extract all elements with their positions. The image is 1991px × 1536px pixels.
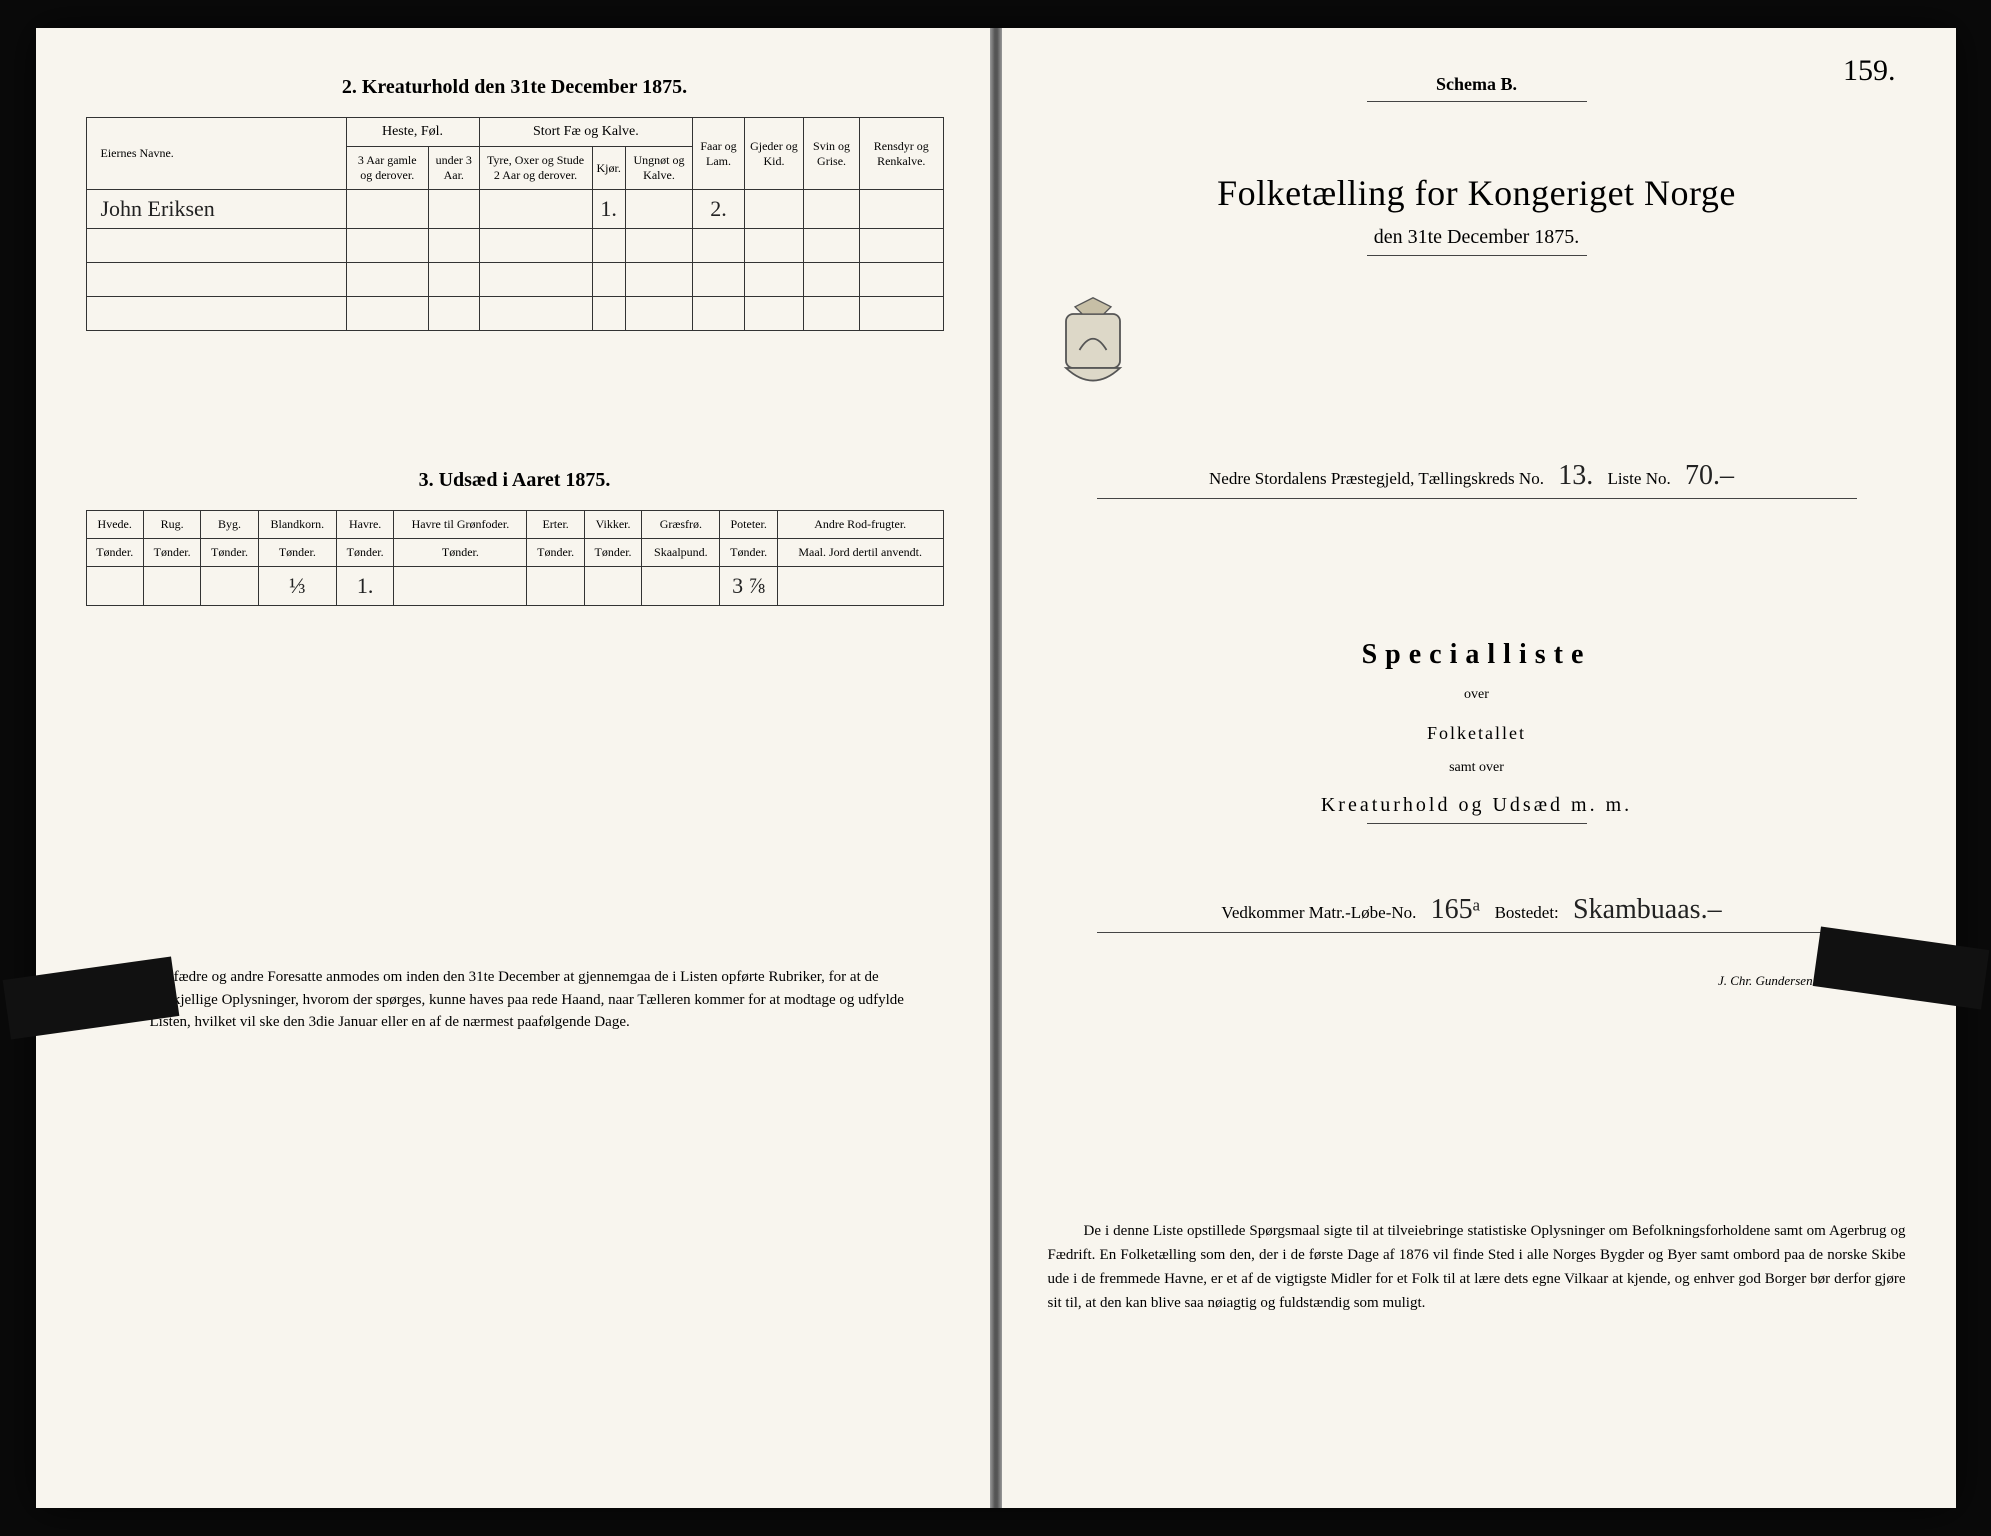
page-number: 159. — [1843, 54, 1896, 88]
grp-stort: Stort Fæ og Kalve. — [479, 118, 693, 147]
udsaed-table: Hvede. Rug. Byg. Blandkorn. Havre. Havre… — [86, 510, 944, 606]
col-s2: Kjør. — [592, 147, 625, 190]
book-spine — [990, 28, 1002, 1508]
rule — [1367, 101, 1587, 102]
table-row: ⅓ 1. 3 ⅞ — [86, 567, 943, 606]
table-row — [86, 263, 943, 297]
left-page: 2. Kreaturhold den 31te December 1875. E… — [36, 28, 996, 1508]
col-h2: under 3 Aar. — [428, 147, 479, 190]
rule — [1367, 823, 1587, 824]
parish-prefix: Nedre Stordalens Præstegjeld, Tællingskr… — [1209, 469, 1544, 488]
open-book: 2. Kreaturhold den 31te December 1875. E… — [36, 28, 1956, 1508]
col-s3: Ungnøt og Kalve. — [625, 147, 692, 190]
u4: Tønder. — [258, 539, 336, 567]
matr-label: Vedkommer Matr.-Løbe-No. — [1221, 903, 1416, 922]
rule — [1367, 255, 1587, 256]
footnote-text: Husfædre og andre Foresatte anmodes om i… — [150, 966, 944, 1034]
u8: Tønder. — [584, 539, 641, 567]
census-title: Folketælling for Kongeriget Norge — [1048, 172, 1906, 214]
u7: Tønder. — [527, 539, 584, 567]
table-row: John Eriksen 1. 2. — [86, 190, 943, 229]
c-andre: Andre Rod-frugter. — [777, 511, 943, 539]
right-page: 159. Schema B. Folketælling for Kongerig… — [996, 28, 1956, 1508]
u10: Tønder. — [720, 539, 777, 567]
u11: Maal. Jord dertil anvendt. — [777, 539, 943, 567]
c-bland: Blandkorn. — [258, 511, 336, 539]
owner-name: John Eriksen — [86, 190, 346, 229]
c-havre: Havre. — [336, 511, 393, 539]
rule — [1097, 932, 1857, 933]
col-s1: Tyre, Oxer og Stude 2 Aar og derover. — [479, 147, 592, 190]
schema-label: Schema B. — [1048, 74, 1906, 95]
col-faar: Faar og Lam. — [693, 118, 745, 190]
u5: Tønder. — [336, 539, 393, 567]
col-svin: Svin og Grise. — [804, 118, 860, 190]
kreaturhold: Kreaturhold og Udsæd m. m. — [1048, 794, 1906, 817]
folketallet: Folketallet — [1048, 723, 1906, 744]
u1: Tønder. — [86, 539, 143, 567]
u9: Skaalpund. — [642, 539, 720, 567]
col-h1: 3 Aar gamle og derover. — [346, 147, 428, 190]
v-bland: ⅓ — [258, 567, 336, 606]
matr-line: Vedkommer Matr.-Løbe-No. 165ᵃ Bostedet: … — [1048, 894, 1906, 926]
u3: Tønder. — [201, 539, 258, 567]
over: over — [1048, 687, 1906, 703]
matr-no: 165ᵃ — [1431, 894, 1481, 925]
liste-label: Liste No. — [1607, 469, 1670, 488]
right-footnote: De i denne Liste opstillede Spørgsmaal s… — [1048, 1219, 1906, 1315]
c-rug: Rug. — [143, 511, 200, 539]
c-hvede: Hvede. — [86, 511, 143, 539]
sec2-title: 2. Kreaturhold den 31te December 1875. — [86, 76, 944, 99]
val-kjor: 1. — [592, 190, 625, 229]
specialliste: Specialliste — [1048, 639, 1906, 671]
census-subtitle: den 31te December 1875. — [1048, 226, 1906, 249]
col-rens: Rensdyr og Renkalve. — [860, 118, 943, 190]
table-row — [86, 297, 943, 331]
c-graes: Græsfrø. — [642, 511, 720, 539]
kreatur-table: Eiernes Navne. Heste, Føl. Stort Fæ og K… — [86, 117, 944, 331]
kreds-no: 13. — [1558, 460, 1593, 491]
c-poteter: Poteter. — [720, 511, 777, 539]
v-pot: 3 ⅞ — [720, 567, 777, 606]
col-eier: Eiernes Navne. — [86, 118, 346, 190]
c-havregr: Havre til Grønfoder. — [394, 511, 527, 539]
col-gjed: Gjeder og Kid. — [744, 118, 803, 190]
bosted-label: Bostedet: — [1495, 903, 1559, 922]
c-erter: Erter. — [527, 511, 584, 539]
printer-credit: J. Chr. Gundersens Bogtrykkeri. — [1048, 973, 1906, 989]
rule — [1097, 498, 1857, 499]
grp-heste: Heste, Føl. — [346, 118, 479, 147]
coat-of-arms-icon — [1048, 296, 1138, 395]
val-faar: 2. — [693, 190, 745, 229]
u2: Tønder. — [143, 539, 200, 567]
left-footnote: Husfædre og andre Foresatte anmodes om i… — [86, 966, 944, 1034]
c-vikker: Vikker. — [584, 511, 641, 539]
samt-over: samt over — [1048, 760, 1906, 776]
v-havre: 1. — [336, 567, 393, 606]
c-byg: Byg. — [201, 511, 258, 539]
table-row — [86, 229, 943, 263]
bosted-name: Skambuaas.– — [1573, 894, 1722, 925]
sec3-title: 3. Udsæd i Aaret 1875. — [86, 469, 944, 492]
liste-no: 70.– — [1685, 460, 1734, 491]
u6: Tønder. — [394, 539, 527, 567]
parish-line: Nedre Stordalens Præstegjeld, Tællingskr… — [1048, 460, 1906, 492]
